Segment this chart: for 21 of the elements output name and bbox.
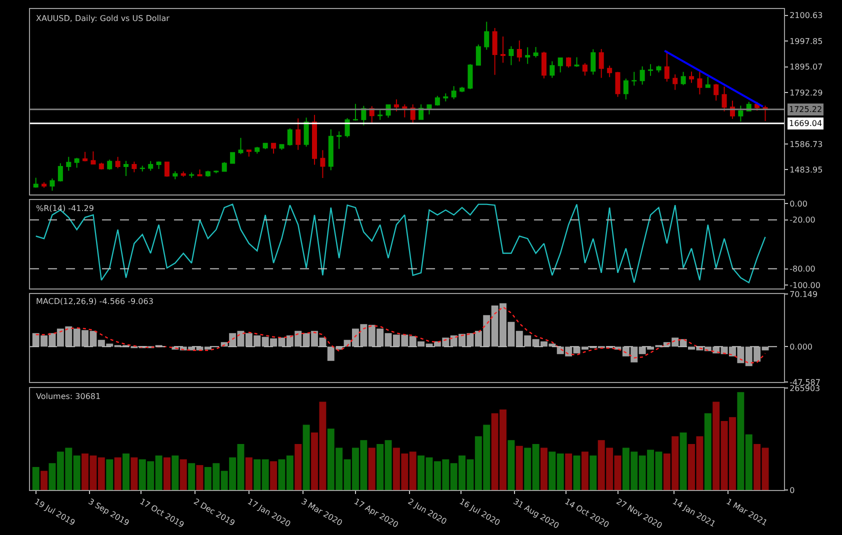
y-tick-label: -20.00 <box>790 216 816 225</box>
ref-line-label: 1669.04 <box>789 119 822 128</box>
y-tick-label: 265903 <box>790 384 820 393</box>
y-tick-label: 0.000 <box>790 342 813 352</box>
y-tick-label: 0.00 <box>790 199 808 208</box>
text: Volumes: 30681 <box>36 392 101 401</box>
y-tick-label: 70.149 <box>790 290 818 299</box>
y-tick-label: 1895.07 <box>790 62 823 72</box>
y-tick-label: 1997.85 <box>790 36 823 46</box>
chart-title: MACD(12,26,9) -4.566 -9.063 <box>36 297 154 306</box>
y-tick-label: -80.00 <box>790 264 816 274</box>
y-tick-label: 0 <box>790 486 795 495</box>
y-tick-label: 1792.29 <box>790 88 823 98</box>
y-tick-label: -100.00 <box>790 280 820 290</box>
text: %R(14) -41.29 <box>36 204 94 213</box>
y-tick-label: 2100.63 <box>790 11 823 20</box>
x-tick-label: 2 Dec 2019 <box>192 497 236 528</box>
y-tick-label: 1586.73 <box>790 140 823 149</box>
y-tick-label: 1483.95 <box>790 166 823 175</box>
ref-line-label: 1725.22 <box>789 105 822 114</box>
text: XAUUSD, Daily: Gold vs US Dollar <box>36 14 170 23</box>
